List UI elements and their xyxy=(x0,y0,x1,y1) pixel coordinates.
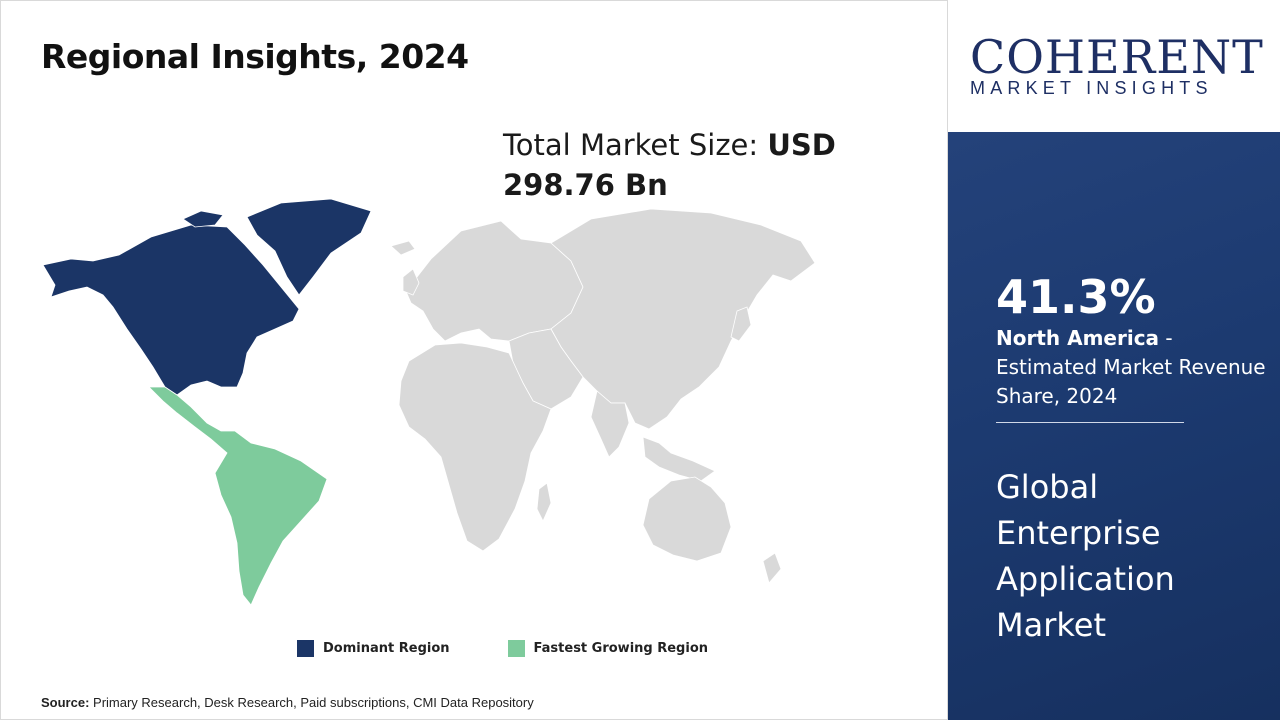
source-note: Source: Primary Research, Desk Research,… xyxy=(41,695,534,710)
region-uk xyxy=(402,268,420,296)
world-map xyxy=(42,198,816,606)
region-madagascar xyxy=(536,482,552,522)
region-india xyxy=(590,390,630,458)
region-australia xyxy=(642,476,732,562)
legend-label-dominant: Dominant Region xyxy=(323,641,450,656)
region-asia xyxy=(550,208,816,430)
legend-swatch-fastest xyxy=(507,640,525,657)
dominant-region xyxy=(42,198,372,396)
region-new-zealand xyxy=(762,552,782,584)
logo-wordmark: COHERENT xyxy=(970,30,1264,84)
map-section: Regional Insights, 2024 Total Market Siz… xyxy=(0,0,948,720)
logo: COHERENT MARKET INSIGHTS xyxy=(948,0,1280,132)
legend-item-dominant: Dominant Region xyxy=(297,640,450,657)
logo-tagline: MARKET INSIGHTS xyxy=(970,78,1213,98)
map-legend: Dominant Region Fastest Growing Region xyxy=(297,640,766,657)
region-greenland xyxy=(246,198,372,296)
divider xyxy=(996,422,1184,423)
region-se-asia xyxy=(642,436,716,482)
region-europe xyxy=(404,220,584,342)
region-africa xyxy=(398,342,552,552)
legend-item-fastest: Fastest Growing Region xyxy=(507,640,709,657)
total-market-size: Total Market Size: USD 298.76 Bn xyxy=(503,125,933,205)
market-name: Global Enterprise Application Market xyxy=(996,468,1175,644)
legend-swatch-dominant xyxy=(297,640,314,657)
page-title: Regional Insights, 2024 xyxy=(41,37,469,76)
source-label: Source: xyxy=(41,695,90,710)
share-description: North America - Estimated Market Revenue… xyxy=(996,324,1271,411)
highlight-panel: 41.3% North America - Estimated Market R… xyxy=(948,132,1280,720)
region-north-america xyxy=(42,224,300,396)
region-arctic-islands xyxy=(182,210,224,228)
market-size-value: USD 298.76 Bn xyxy=(503,128,836,202)
share-text: - Estimated Market Revenue Share, 2024 xyxy=(996,326,1266,408)
share-value: 41.3% xyxy=(996,270,1156,324)
share-region: North America xyxy=(996,326,1160,350)
sidebar: COHERENT MARKET INSIGHTS 41.3% North Ame… xyxy=(948,0,1280,720)
legend-label-fastest: Fastest Growing Region xyxy=(533,641,709,656)
fastest-growing-region xyxy=(148,386,328,606)
source-text: Primary Research, Desk Research, Paid su… xyxy=(89,695,534,710)
other-regions xyxy=(390,208,816,584)
region-latin-america xyxy=(148,386,328,606)
region-iceland xyxy=(390,240,416,256)
region-japan xyxy=(730,306,752,342)
market-size-label: Total Market Size: xyxy=(503,128,768,162)
